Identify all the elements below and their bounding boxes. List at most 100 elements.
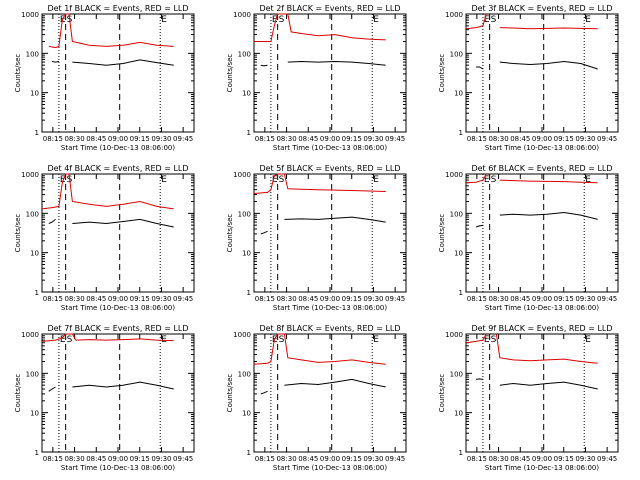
x-tick-label: 09:15 — [130, 455, 150, 463]
x-axis-label: Start Time (10-Dec-13 08:06:00) — [61, 464, 175, 472]
time-marker-label: S — [67, 335, 73, 345]
x-tick-label: 08:15 — [467, 135, 487, 143]
time-marker-label: S — [279, 175, 285, 185]
events-series-line — [475, 224, 484, 228]
y-tick-label: 1000 — [233, 11, 251, 19]
lld-series-line — [41, 333, 174, 342]
x-tick-label: 09:45 — [173, 295, 193, 303]
y-tick-label: 10 — [454, 90, 463, 98]
x-tick-label: 08:15 — [43, 455, 63, 463]
events-series-line — [52, 61, 59, 63]
plot-frame — [253, 13, 407, 133]
x-tick-label: 09:15 — [342, 455, 362, 463]
time-marker-label: E — [484, 15, 490, 25]
detector-panel: Det 6f BLACK = Events, RED = LLD 1 10 100 10… — [438, 164, 619, 312]
events-series-line — [284, 216, 386, 223]
time-marker-label: E — [585, 15, 591, 25]
y-tick-label: 100 — [238, 370, 251, 378]
time-marker-label: E — [373, 15, 379, 25]
time-marker-label: E — [585, 335, 591, 345]
time-marker-label: E — [161, 175, 167, 185]
y-tick-label: 100 — [26, 370, 39, 378]
y-tick-label: 1 — [247, 289, 251, 297]
panel-title: Det 7f BLACK = Events, RED = LLD — [47, 324, 188, 333]
y-axis-label: Counts/sec — [226, 374, 234, 413]
x-tick-label: 08:45 — [510, 455, 530, 463]
y-tick-label: 1000 — [21, 171, 39, 179]
y-axis-label: Counts/sec — [226, 214, 234, 253]
x-tick-label: 09:30 — [151, 295, 171, 303]
time-marker-label: E — [373, 335, 379, 345]
y-tick-label: 100 — [450, 50, 463, 58]
x-axis-label: Start Time (10-Dec-13 08:06:00) — [485, 464, 599, 472]
time-marker-label: E — [60, 335, 66, 345]
y-tick-label: 1 — [459, 129, 463, 137]
x-axis-label: Start Time (10-Dec-13 08:06:00) — [273, 144, 387, 152]
events-series-line — [287, 60, 386, 66]
x-tick-label: 09:00 — [108, 135, 128, 143]
events-series-line — [72, 218, 174, 228]
detector-panel: Det 5f BLACK = Events, RED = LLD 1 10 100 10… — [226, 164, 407, 312]
events-series-line — [260, 230, 268, 235]
plot-frame — [465, 333, 619, 453]
y-tick-label: 10 — [242, 90, 251, 98]
x-tick-label: 09:30 — [363, 455, 383, 463]
time-marker-label: S — [279, 15, 285, 25]
y-tick-label: 1 — [35, 289, 39, 297]
x-tick-label: 08:45 — [510, 135, 530, 143]
y-tick-label: 1 — [459, 289, 463, 297]
y-tick-label: 10 — [30, 90, 39, 98]
plot-frame — [465, 13, 619, 133]
lld-series-line — [253, 333, 386, 365]
plot-frame — [253, 333, 407, 453]
x-tick-label: 09:30 — [575, 455, 595, 463]
x-tick-label: 08:45 — [86, 295, 106, 303]
time-marker-label: S — [491, 335, 497, 345]
time-marker-label: E — [585, 175, 591, 185]
x-tick-label: 09:45 — [173, 135, 193, 143]
x-tick-label: 09:45 — [597, 295, 617, 303]
events-series-line — [72, 381, 174, 390]
y-tick-label: 1 — [247, 129, 251, 137]
panel-title: Det 2f BLACK = Events, RED = LLD — [259, 4, 400, 13]
lld-series-line — [465, 13, 487, 30]
lld-series-line — [465, 333, 487, 344]
x-tick-label: 08:15 — [255, 455, 275, 463]
x-tick-label: 08:45 — [298, 295, 318, 303]
y-tick-label: 100 — [450, 210, 463, 218]
y-tick-label: 1000 — [21, 331, 39, 339]
x-tick-label: 09:30 — [151, 455, 171, 463]
x-tick-label: 09:00 — [108, 295, 128, 303]
y-tick-label: 1 — [247, 449, 251, 457]
x-tick-label: 09:30 — [575, 135, 595, 143]
y-tick-label: 1 — [459, 449, 463, 457]
x-axis-label: Start Time (10-Dec-13 08:06:00) — [485, 144, 599, 152]
x-tick-label: 09:00 — [532, 295, 552, 303]
x-tick-label: 08:30 — [488, 455, 508, 463]
y-tick-label: 100 — [450, 370, 463, 378]
panel-title: Det 8f BLACK = Events, RED = LLD — [259, 324, 400, 333]
detector-panel: Det 4f BLACK = Events, RED = LLD 1 10 100 10… — [14, 164, 195, 312]
lld-series-line — [254, 13, 386, 42]
x-tick-label: 09:30 — [575, 295, 595, 303]
x-tick-label: 08:30 — [488, 135, 508, 143]
detector-panel: Det 1f BLACK = Events, RED = LLD 1 10 100 10… — [14, 4, 195, 152]
events-series-line — [72, 59, 174, 66]
x-axis-label: Start Time (10-Dec-13 08:06:00) — [61, 304, 175, 312]
y-tick-label: 10 — [30, 410, 39, 418]
events-series-line — [260, 390, 268, 395]
x-tick-label: 09:45 — [385, 135, 405, 143]
x-tick-label: 09:00 — [532, 135, 552, 143]
x-tick-label: 08:45 — [510, 295, 530, 303]
x-tick-label: 08:30 — [64, 135, 84, 143]
x-axis-label: Start Time (10-Dec-13 08:06:00) — [273, 304, 387, 312]
x-tick-label: 09:30 — [151, 135, 171, 143]
detector-panel: Det 8f BLACK = Events, RED = LLD 1 10 100 10… — [226, 324, 407, 472]
time-marker-label: E — [272, 175, 278, 185]
x-tick-label: 09:15 — [554, 295, 574, 303]
events-series-line — [48, 219, 56, 224]
x-tick-label: 09:00 — [320, 135, 340, 143]
x-tick-label: 09:15 — [342, 295, 362, 303]
y-axis-label: Counts/sec — [14, 374, 22, 413]
lld-series-line — [499, 27, 598, 30]
